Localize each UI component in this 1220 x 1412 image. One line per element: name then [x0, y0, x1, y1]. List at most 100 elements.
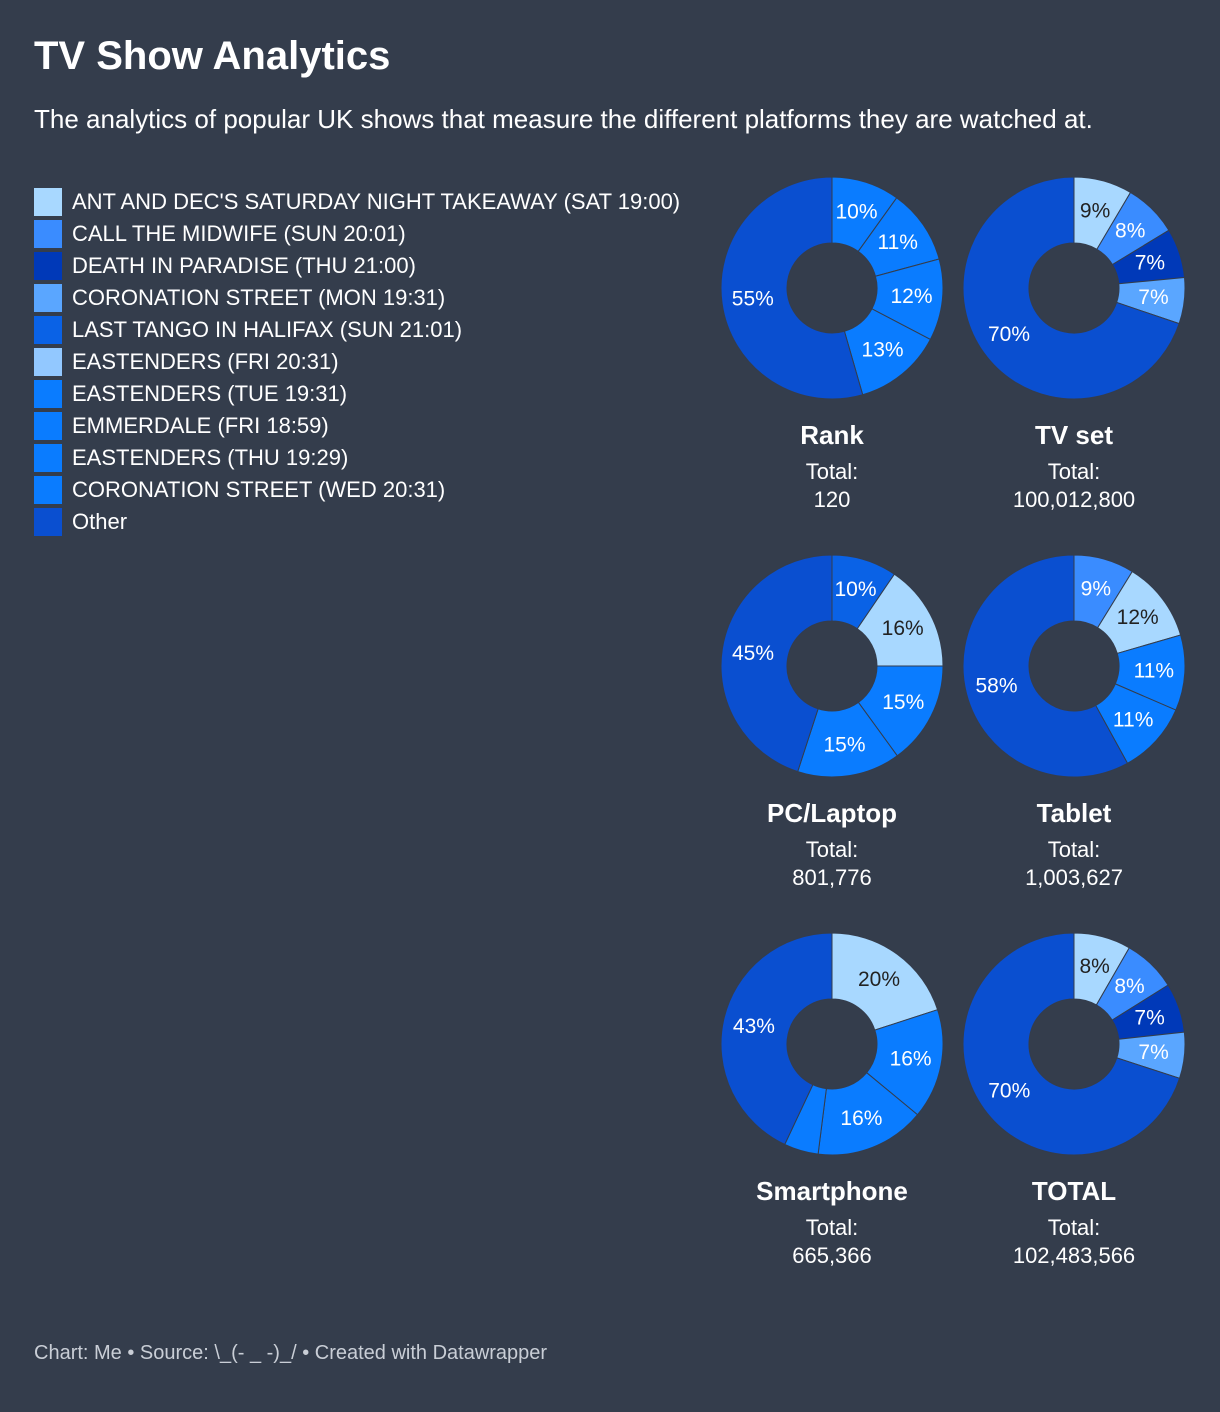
slice-label: 13%	[862, 338, 904, 361]
chart-footer: Chart: Me • Source: \_(- _ -)_/ • Create…	[34, 1342, 548, 1364]
chart-total: Total: 102,483,566	[962, 1214, 1186, 1270]
slice-label: 15%	[882, 691, 924, 714]
legend-item: EMMERDALE (FRI 18:59)	[34, 410, 680, 442]
chart-name: TOTAL	[1031, 1176, 1117, 1206]
slice-label: 7%	[1138, 286, 1168, 309]
chart-total-value: 801,776	[792, 865, 872, 890]
donut-chart-total: 8% 8% 7% 7% 70% TOTAL Total: 102,483,566	[962, 932, 1186, 1270]
legend-label: EASTENDERS (FRI 20:31)	[72, 349, 339, 374]
chart-total-label: Total:	[1047, 459, 1101, 484]
chart-name: Smartphone	[756, 1176, 908, 1206]
page-subtitle: The analytics of popular UK shows that m…	[34, 104, 1093, 134]
donut-slice[interactable]	[962, 932, 1181, 1156]
legend-label: LAST TANGO IN HALIFAX (SUN 21:01)	[72, 317, 463, 342]
slice-label: 20%	[858, 968, 900, 991]
slice-label: 55%	[732, 288, 774, 311]
donut-svg: 8%8% 7% 7% 70%	[962, 932, 1186, 1156]
slice-label: 16%	[840, 1107, 882, 1130]
donut-svg: 10%16% 15% 15% 45%	[720, 554, 944, 778]
legend-label: CORONATION STREET (WED 20:31)	[72, 477, 446, 502]
slice-label: 10%	[835, 200, 877, 223]
chart-total-value: 102,483,566	[1012, 1243, 1136, 1268]
legend-swatch	[34, 348, 62, 376]
legend-item: Other	[34, 506, 680, 538]
slice-label: 9%	[1080, 199, 1110, 222]
slice-label: 15%	[823, 734, 865, 757]
donut-slice[interactable]	[856, 573, 944, 667]
slice-label: 11%	[1134, 660, 1174, 683]
chart-total-label: Total:	[805, 1215, 859, 1240]
chart-name: PC/Laptop	[767, 798, 897, 828]
chart-total-value: 665,366	[792, 1243, 872, 1268]
chart-total-value: 120	[813, 487, 851, 512]
legend-swatch	[34, 316, 62, 344]
donut-svg: 20% 16% 16% 43%	[720, 932, 944, 1156]
legend-item: CALL THE MIDWIFE (SUN 20:01)	[34, 218, 680, 250]
chart-name: Tablet	[1036, 798, 1112, 828]
slice-label: 58%	[975, 674, 1017, 697]
slice-label: 16%	[890, 1047, 932, 1070]
legend-label: ANT AND DEC'S SATURDAY NIGHT TAKEAWAY (S…	[72, 189, 681, 214]
chart-total-value: 100,012,800	[1012, 487, 1136, 512]
chart-total-label: Total:	[805, 837, 859, 862]
slice-label: 8%	[1114, 975, 1144, 998]
legend-swatch	[34, 508, 62, 536]
donut-svg: 9% 12% 11% 11% 58%	[962, 554, 1186, 778]
donut-slice[interactable]	[962, 176, 1180, 400]
legend-swatch	[34, 220, 62, 248]
donut-slice[interactable]	[720, 176, 864, 400]
slice-label: 8%	[1079, 955, 1109, 978]
donut-chart-grid: 10% 11% 12% 13% 55% Rank Total: 120 9% 8% 7% 7% 70% T…	[720, 176, 1220, 1316]
chart-legend: ANT AND DEC'S SATURDAY NIGHT TAKEAWAY (S…	[34, 186, 680, 538]
chart-total: Total: 801,776	[720, 836, 944, 892]
donut-chart-tablet: 9% 12% 11% 11% 58% Tablet Total: 1,003,627	[962, 554, 1186, 892]
slice-label: 7%	[1138, 1041, 1168, 1064]
donut-chart-tv-set: 9% 8% 7% 7% 70% TV set Total: 100,012,800	[962, 176, 1186, 514]
slice-label: 70%	[988, 323, 1030, 346]
slice-label: 43%	[733, 1015, 775, 1038]
legend-swatch	[34, 444, 62, 472]
legend-label: Other	[72, 509, 128, 534]
legend-swatch	[34, 252, 62, 280]
slice-label: 7%	[1134, 1006, 1164, 1029]
legend-label: CALL THE MIDWIFE (SUN 20:01)	[72, 221, 406, 246]
chart-total-value: 1,003,627	[1025, 865, 1123, 890]
donut-svg: 10%11% 12% 13% 55%	[720, 176, 944, 400]
donut-slice[interactable]	[720, 932, 833, 1146]
slice-label: 9%	[1081, 578, 1111, 601]
chart-total: Total: 100,012,800	[962, 458, 1186, 514]
chart-total: Total: 665,366	[720, 1214, 944, 1270]
donut-chart-smartphone: 20% 16% 16% 43% Smartphone Total: 665,366	[720, 932, 944, 1270]
donut-slice[interactable]	[831, 932, 939, 1031]
legend-label: EASTENDERS (THU 19:29)	[72, 445, 349, 470]
slice-label: 11%	[877, 231, 917, 254]
legend-item: EASTENDERS (THU 19:29)	[34, 442, 680, 474]
slice-label: 10%	[835, 578, 877, 601]
legend-item: EASTENDERS (TUE 19:31)	[34, 378, 680, 410]
slice-label: 12%	[1117, 606, 1159, 629]
slice-label: 12%	[891, 285, 933, 308]
legend-label: EMMERDALE (FRI 18:59)	[72, 413, 329, 438]
chart-total-label: Total:	[805, 459, 859, 484]
legend-item: CORONATION STREET (WED 20:31)	[34, 474, 680, 506]
legend-item: CORONATION STREET (MON 19:31)	[34, 282, 680, 314]
legend-item: ANT AND DEC'S SATURDAY NIGHT TAKEAWAY (S…	[34, 186, 680, 218]
chart-total: Total: 120	[720, 458, 944, 514]
legend-swatch	[34, 284, 62, 312]
legend-swatch	[34, 380, 62, 408]
slice-label: 11%	[1113, 708, 1153, 731]
legend-label: EASTENDERS (TUE 19:31)	[72, 381, 348, 406]
slice-label: 8%	[1115, 220, 1145, 243]
chart-total: Total: 1,003,627	[962, 836, 1186, 892]
slice-label: 70%	[988, 1080, 1030, 1103]
chart-name: Rank	[800, 420, 864, 450]
legend-label: DEATH IN PARADISE (THU 21:00)	[72, 253, 416, 278]
chart-total-label: Total:	[1047, 837, 1101, 862]
donut-chart-rank: 10% 11% 12% 13% 55% Rank Total: 120	[720, 176, 944, 514]
slice-label: 16%	[882, 617, 924, 640]
legend-label: CORONATION STREET (MON 19:31)	[72, 285, 446, 310]
chart-name: TV set	[1034, 420, 1114, 450]
donut-slice[interactable]	[720, 554, 833, 773]
slice-label: 45%	[732, 642, 774, 665]
donut-slice[interactable]	[962, 554, 1129, 778]
